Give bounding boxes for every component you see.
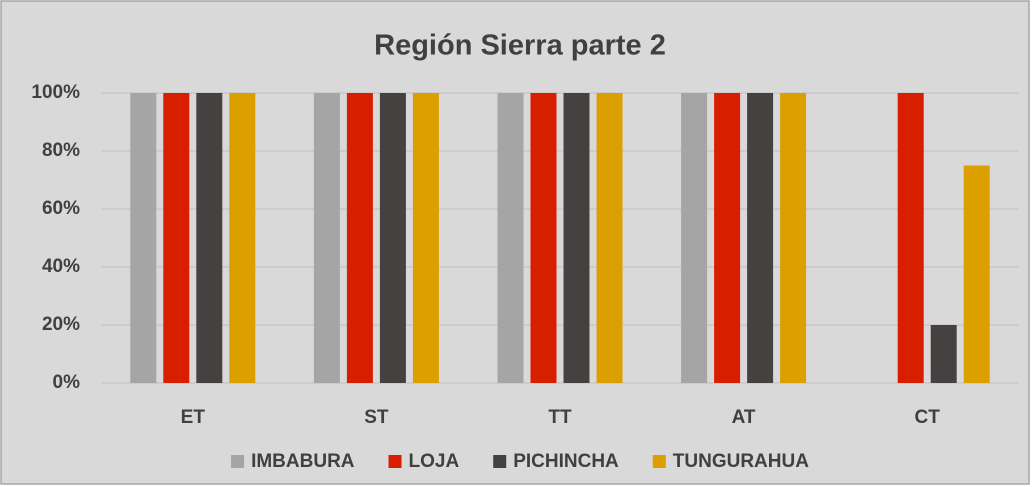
legend-label: PICHINCHA bbox=[513, 451, 619, 472]
x-tick-label: CT bbox=[915, 407, 941, 428]
legend-swatch bbox=[652, 455, 666, 468]
bar bbox=[714, 93, 741, 383]
y-tick-label: 0% bbox=[53, 372, 81, 393]
x-tick-label: TT bbox=[548, 407, 572, 428]
y-tick-label: 80% bbox=[42, 140, 80, 161]
bar bbox=[563, 93, 590, 383]
bar bbox=[196, 93, 223, 383]
y-tick-label: 100% bbox=[31, 82, 80, 103]
x-tick-label: AT bbox=[732, 407, 756, 428]
legend-label: LOJA bbox=[409, 451, 460, 472]
bar bbox=[379, 93, 406, 383]
bar bbox=[412, 93, 439, 383]
legend-swatch bbox=[231, 455, 245, 468]
x-tick-label: ET bbox=[181, 407, 206, 428]
bar bbox=[930, 325, 957, 383]
y-tick-label: 60% bbox=[42, 198, 80, 219]
legend-swatch bbox=[493, 455, 507, 468]
chart-title: Región Sierra parte 2 bbox=[374, 30, 666, 62]
bar bbox=[163, 93, 190, 383]
legend-label: IMBABURA bbox=[251, 451, 355, 472]
bar bbox=[130, 93, 157, 383]
bar bbox=[497, 93, 524, 383]
bar bbox=[897, 93, 924, 383]
y-tick-label: 20% bbox=[42, 314, 80, 335]
bar bbox=[780, 93, 807, 383]
bar bbox=[596, 93, 623, 383]
bar bbox=[963, 165, 990, 383]
legend-swatch bbox=[388, 455, 402, 468]
bar bbox=[229, 93, 256, 383]
bar bbox=[681, 93, 708, 383]
x-tick-label: ST bbox=[364, 407, 389, 428]
bar bbox=[346, 93, 373, 383]
legend-label: TUNGURAHUA bbox=[673, 451, 809, 472]
bar bbox=[313, 93, 340, 383]
bar bbox=[530, 93, 557, 383]
bar bbox=[747, 93, 774, 383]
y-tick-label: 40% bbox=[42, 256, 80, 277]
